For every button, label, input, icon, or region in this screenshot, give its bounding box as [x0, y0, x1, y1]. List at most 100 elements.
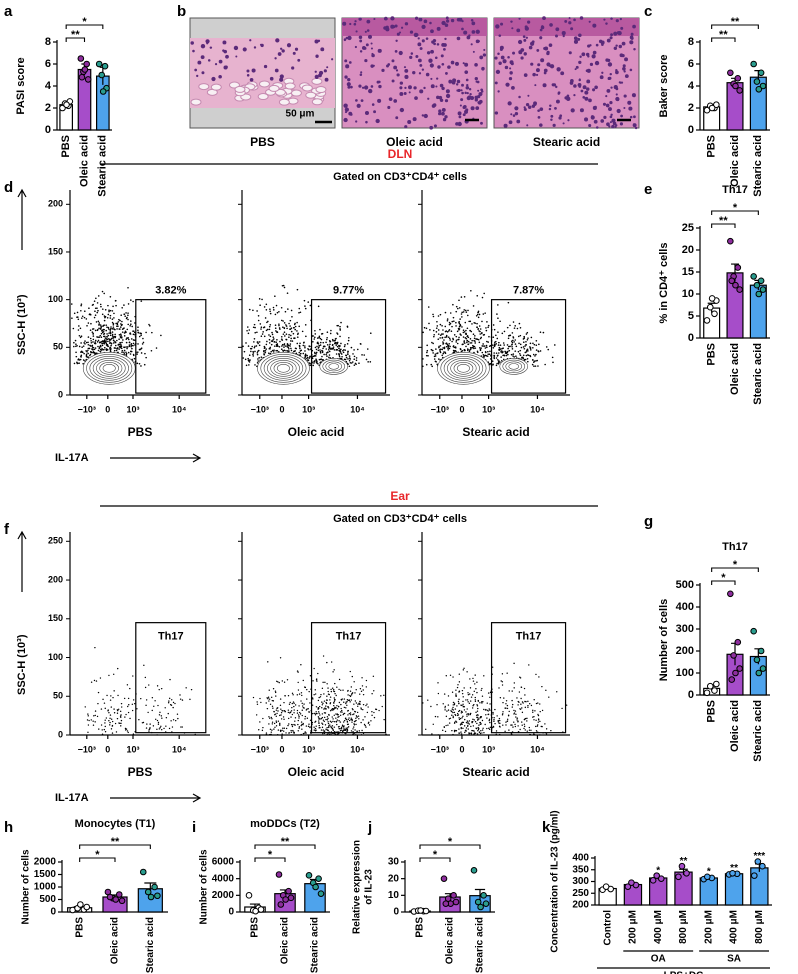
- event: [88, 719, 90, 722]
- nucleus: [623, 70, 626, 73]
- event: [132, 330, 135, 332]
- event: [532, 342, 534, 345]
- event: [529, 346, 531, 348]
- event: [460, 334, 462, 336]
- event: [325, 352, 328, 354]
- event: [119, 326, 122, 328]
- event: [482, 343, 484, 345]
- event: [355, 689, 357, 691]
- data-point: [624, 883, 632, 890]
- event: [352, 713, 354, 716]
- data-point: [81, 66, 89, 73]
- event: [317, 349, 320, 352]
- event: [492, 711, 494, 714]
- nucleus: [559, 114, 563, 118]
- event: [279, 724, 281, 727]
- event: [258, 356, 260, 359]
- y-tick-label: 10: [682, 288, 694, 300]
- event: [294, 724, 296, 726]
- event: [472, 725, 475, 727]
- event: [340, 689, 342, 691]
- event: [91, 345, 94, 347]
- histology-image: [493, 16, 640, 130]
- event: [248, 329, 251, 331]
- event: [525, 333, 528, 335]
- event: [493, 328, 496, 331]
- event: [171, 699, 173, 701]
- event: [532, 711, 534, 713]
- y-tick-label: 0: [688, 689, 694, 701]
- nucleus: [594, 60, 600, 66]
- event: [93, 316, 96, 319]
- event: [103, 702, 106, 704]
- nucleus: [621, 41, 626, 46]
- event: [535, 353, 537, 356]
- nucleus: [414, 16, 419, 20]
- event: [127, 337, 129, 339]
- event: [281, 284, 284, 287]
- nucleus: [347, 85, 351, 89]
- event: [125, 341, 128, 344]
- event: [423, 326, 426, 329]
- event: [493, 720, 495, 723]
- event: [361, 729, 363, 732]
- event: [461, 326, 463, 328]
- event: [385, 733, 387, 735]
- event: [252, 352, 255, 354]
- event: [323, 700, 326, 702]
- sample-label: Oleic acid: [288, 425, 345, 439]
- event: [84, 340, 86, 342]
- event: [348, 336, 350, 339]
- event: [260, 335, 263, 338]
- event: [274, 324, 277, 327]
- event: [534, 365, 537, 367]
- nucleus: [445, 16, 449, 20]
- event: [496, 362, 498, 365]
- nucleus: [378, 84, 382, 89]
- event: [281, 729, 283, 732]
- event: [118, 338, 120, 341]
- gate-title: Gated on CD3⁺CD4⁺ cells: [333, 171, 467, 183]
- event: [444, 311, 447, 314]
- event: [508, 349, 511, 352]
- event: [469, 320, 472, 323]
- event: [88, 347, 91, 350]
- nucleus: [349, 113, 353, 116]
- data-point: [734, 264, 742, 271]
- nucleus: [494, 81, 498, 85]
- y-tick-label: 0: [45, 124, 51, 136]
- event: [347, 358, 349, 360]
- event: [127, 731, 129, 734]
- nucleus: [523, 106, 526, 109]
- event: [333, 669, 335, 671]
- event: [85, 353, 88, 356]
- event: [331, 347, 333, 350]
- nucleus: [414, 96, 418, 100]
- event: [87, 352, 89, 355]
- event: [271, 699, 274, 702]
- data-point: [470, 867, 478, 874]
- nucleus: [465, 85, 470, 90]
- event: [330, 329, 332, 332]
- nucleus: [423, 19, 428, 24]
- event: [524, 700, 526, 703]
- nucleus: [387, 105, 391, 110]
- event: [313, 693, 315, 696]
- event: [104, 731, 107, 733]
- event: [328, 725, 330, 727]
- event: [97, 339, 100, 342]
- event: [284, 310, 287, 313]
- event: [123, 313, 126, 316]
- event: [497, 358, 499, 361]
- event: [537, 714, 540, 717]
- nucleus: [421, 68, 425, 71]
- event: [121, 320, 123, 323]
- nucleus: [391, 79, 395, 83]
- event: [517, 725, 519, 727]
- event: [317, 706, 320, 709]
- event: [368, 721, 370, 724]
- event: [112, 326, 115, 328]
- event: [285, 338, 287, 341]
- event: [281, 339, 284, 341]
- event: [102, 342, 104, 345]
